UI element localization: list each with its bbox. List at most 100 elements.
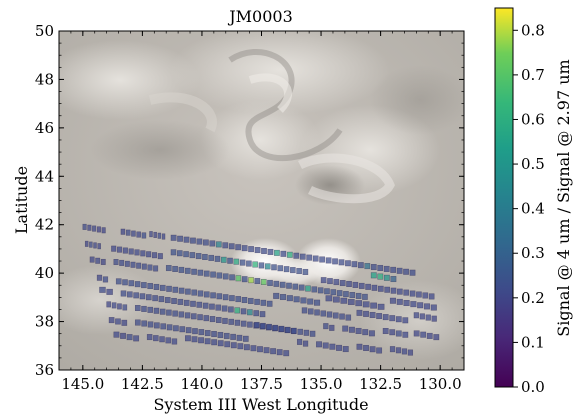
colorbar-label: Signal @ 4 um / Signal @ 2.97 um (554, 59, 573, 336)
data-cell (106, 288, 113, 295)
data-cell (224, 341, 231, 348)
data-cell (202, 302, 209, 309)
data-cell (355, 327, 362, 334)
data-cell (376, 347, 383, 354)
data-cell (153, 283, 160, 290)
data-cell (173, 325, 179, 332)
data-cell (407, 349, 414, 356)
data-cell (210, 271, 216, 278)
y-tick-label: 40 (35, 264, 54, 282)
data-cell (120, 290, 127, 297)
data-cell (348, 326, 355, 333)
y-tick-label: 50 (35, 22, 54, 40)
data-cell (120, 332, 126, 339)
data-cell (283, 350, 290, 357)
data-cell (357, 262, 364, 269)
data-cell (396, 267, 403, 274)
data-cell (419, 313, 425, 320)
data-cell (237, 343, 244, 350)
data-cell (376, 313, 383, 320)
background-image (59, 31, 464, 370)
data-cell (222, 317, 228, 324)
data-cell (302, 268, 309, 275)
data-cell (141, 305, 147, 312)
data-cell (185, 327, 192, 334)
data-cell (157, 232, 162, 239)
data-cell (87, 224, 92, 231)
data-cell (413, 312, 419, 319)
data-cell (223, 332, 230, 339)
data-cell (355, 300, 363, 307)
data-cell (260, 278, 267, 285)
data-cell (362, 301, 370, 308)
data-cell (389, 315, 396, 322)
data-cell (126, 334, 133, 341)
data-cell (214, 255, 221, 262)
data-cell (383, 265, 390, 272)
data-cell (254, 247, 261, 254)
data-cell (111, 302, 117, 309)
data-cell (302, 340, 309, 347)
data-cell (115, 278, 122, 285)
y-tick-label: 46 (35, 119, 54, 137)
data-cell (159, 284, 166, 291)
data-cell (228, 318, 234, 325)
data-cell (351, 261, 358, 268)
data-cell (264, 263, 271, 270)
data-cell (356, 309, 363, 316)
data-cell (146, 334, 153, 341)
data-cell (263, 347, 270, 354)
data-cell (377, 273, 384, 280)
data-cell (134, 305, 141, 311)
data-cell (370, 272, 377, 279)
data-cell (122, 304, 128, 311)
data-cell (133, 335, 140, 342)
data-cell (122, 247, 128, 254)
data-cell (365, 283, 371, 290)
data-cell (270, 348, 277, 355)
data-cell (147, 321, 154, 328)
data-cell (92, 225, 97, 232)
data-cell (409, 269, 416, 276)
data-cell (390, 276, 397, 283)
data-cell (322, 342, 329, 349)
data-cell (157, 253, 163, 260)
data-cell (417, 302, 424, 309)
data-cell (345, 260, 351, 267)
data-cell (266, 323, 272, 330)
data-cell (209, 316, 216, 323)
data-cell (258, 262, 265, 269)
data-cell (184, 267, 191, 274)
data-cell (141, 232, 147, 239)
data-cell (301, 307, 308, 314)
data-cell (125, 229, 131, 236)
colorbar-tick-label: 0.2 (521, 289, 545, 307)
data-cell (252, 261, 258, 268)
data-cell (147, 264, 153, 271)
data-cell (229, 274, 235, 281)
data-cell (222, 294, 229, 301)
data-cell (234, 307, 241, 314)
data-cell (395, 316, 402, 323)
data-cell (242, 335, 249, 342)
data-cell (221, 305, 228, 312)
data-cell (243, 344, 250, 351)
data-cell (178, 287, 185, 294)
data-cell (177, 250, 183, 257)
data-cell (108, 317, 115, 324)
data-cell (164, 297, 171, 304)
data-cell (280, 250, 287, 257)
data-cell (311, 286, 318, 293)
data-cell (291, 327, 297, 334)
data-cell (323, 323, 329, 330)
y-tick-label: 48 (35, 70, 54, 88)
data-cell (283, 266, 290, 273)
colorbar-tick-label: 0.1 (521, 333, 545, 351)
data-cell (172, 310, 178, 317)
data-cell (342, 325, 349, 332)
data-cell (329, 343, 336, 350)
data-cell (139, 293, 146, 300)
data-cell (140, 250, 146, 257)
data-cell (234, 319, 241, 326)
data-cell (113, 259, 119, 265)
